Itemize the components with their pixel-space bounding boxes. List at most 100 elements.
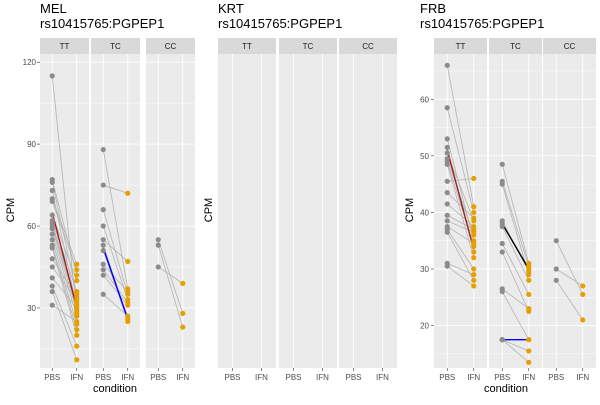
point-pbs <box>444 178 450 184</box>
facet-strip-label: TC <box>110 42 121 51</box>
x-tick-label: PBS <box>439 373 455 382</box>
krt-title: KRT <box>218 1 244 16</box>
frb-facets: TT PBS IFN TC PBS IFN CC PBS IFN <box>434 38 596 382</box>
point-pbs <box>49 245 55 251</box>
point-ifn <box>74 297 80 303</box>
x-tick-label: PBS <box>345 373 361 382</box>
point-pbs <box>100 237 106 243</box>
facet-panel <box>279 54 337 368</box>
facet-strip <box>339 38 397 54</box>
point-ifn <box>471 255 477 261</box>
point-pbs <box>100 261 106 267</box>
y-tick-label: 20 <box>420 322 429 331</box>
krt-y-axis-title: CPM <box>203 198 215 222</box>
genotype-mean-line <box>501 223 530 270</box>
point-pbs <box>49 73 55 79</box>
pair-line <box>51 198 78 265</box>
x-tick-label: IFN <box>70 373 83 382</box>
point-pbs <box>444 136 450 142</box>
mel-facet-cc: CC PBS IFN <box>146 38 195 382</box>
pair-line <box>447 214 474 230</box>
point-ifn <box>580 283 586 289</box>
point-pbs <box>553 277 559 283</box>
pair-line <box>102 274 129 306</box>
point-pbs <box>49 226 55 232</box>
point-ifn <box>74 272 80 278</box>
point-ifn <box>471 204 477 210</box>
pair-line <box>502 339 529 352</box>
pair-line <box>447 262 474 276</box>
point-pbs <box>499 181 505 187</box>
pair-line <box>102 293 129 317</box>
krt-facets: TT PBS IFN TC PBS IFN CC PBS IFN <box>218 38 397 382</box>
pair-line <box>502 288 529 309</box>
pair-line <box>446 65 475 207</box>
frb-facet-tt: TT PBS IFN <box>434 38 487 382</box>
pair-line <box>102 269 129 303</box>
krt-facet-cc: CC PBS IFN <box>339 38 397 382</box>
pair-line <box>446 107 475 213</box>
point-pbs <box>444 263 450 269</box>
krt-facet-tt: TT PBS IFN <box>218 38 276 382</box>
pair-line <box>446 138 475 241</box>
point-ifn <box>125 288 131 295</box>
x-tick-label: PBS <box>95 373 111 382</box>
point-pbs <box>155 237 161 243</box>
facet-strip <box>146 38 195 54</box>
pair-line <box>446 229 475 270</box>
facet-panel <box>339 54 397 368</box>
mel-title: MEL <box>40 1 67 16</box>
point-ifn <box>74 267 80 273</box>
point-pbs <box>100 267 106 273</box>
point-ifn <box>180 324 186 330</box>
pair-line <box>501 243 530 295</box>
pair-line <box>446 203 475 227</box>
point-ifn <box>526 277 532 283</box>
point-pbs <box>100 242 106 248</box>
point-ifn <box>526 266 532 272</box>
point-pbs <box>100 207 106 213</box>
pair-line <box>556 268 583 287</box>
facet-strip <box>434 38 487 54</box>
point-pbs <box>444 144 450 150</box>
facet-panel <box>543 54 596 368</box>
frb-title: FRB <box>420 1 446 16</box>
point-ifn <box>125 302 131 308</box>
facet-strip-label: TT <box>60 42 70 51</box>
point-ifn <box>526 305 532 312</box>
pair-line <box>447 226 474 244</box>
facet-strip <box>218 38 276 54</box>
point-pbs <box>49 187 55 194</box>
pair-line <box>51 247 78 336</box>
point-ifn <box>471 175 477 182</box>
facet-strip-label: CC <box>362 42 374 51</box>
point-ifn <box>471 215 477 221</box>
point-pbs <box>444 161 450 167</box>
point-pbs <box>499 161 505 167</box>
point-pbs <box>499 240 505 247</box>
facet-strip <box>543 38 596 54</box>
point-ifn <box>526 337 532 343</box>
y-tick-label: 40 <box>420 208 429 217</box>
facet-strip-label: TC <box>303 42 314 51</box>
point-ifn <box>180 280 186 286</box>
facet-strip <box>279 38 337 54</box>
point-pbs <box>49 264 55 270</box>
point-ifn <box>180 310 186 316</box>
point-ifn <box>125 318 131 325</box>
pair-line <box>501 226 530 281</box>
genotype-mean-line <box>446 149 475 250</box>
point-ifn <box>471 229 477 235</box>
facet-strip <box>91 38 140 54</box>
krt-subtitle: rs10415765:PGPEP1 <box>218 16 342 31</box>
point-ifn <box>74 261 80 267</box>
pair-line <box>501 251 530 312</box>
mel-subtitle: rs10415765:PGPEP1 <box>40 16 164 31</box>
pair-line <box>446 164 475 258</box>
x-tick-label: IFN <box>576 373 589 382</box>
point-ifn <box>580 317 586 323</box>
